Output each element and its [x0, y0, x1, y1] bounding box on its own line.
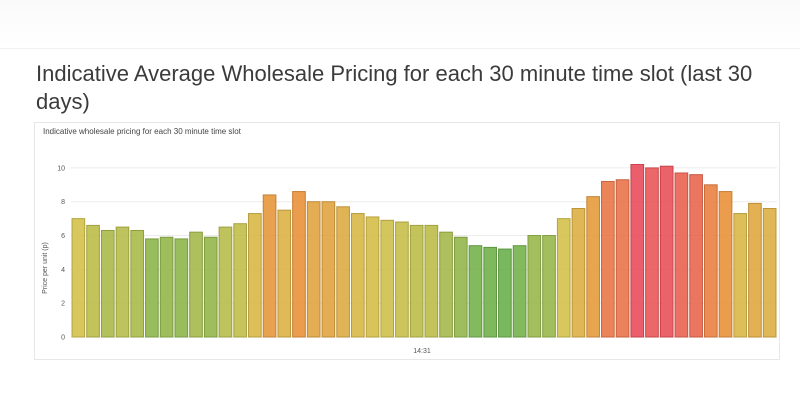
bar[interactable]: [248, 213, 262, 338]
bar[interactable]: [71, 218, 86, 338]
y-tick-label: 0: [61, 335, 65, 342]
bar[interactable]: [86, 224, 100, 338]
chart-title: Indicative wholesale pricing for each 30…: [43, 127, 241, 136]
bar[interactable]: [233, 223, 247, 338]
bar[interactable]: [689, 174, 703, 338]
y-axis-label: Price per unit (p): [42, 242, 49, 294]
bar[interactable]: [762, 207, 777, 338]
bar[interactable]: [571, 207, 586, 338]
bar[interactable]: [542, 235, 556, 338]
bar[interactable]: [586, 196, 600, 338]
bar[interactable]: [468, 245, 483, 338]
bar[interactable]: [424, 224, 439, 338]
y-tick-label: 2: [61, 301, 65, 308]
bar[interactable]: [630, 164, 645, 338]
bar[interactable]: [601, 180, 615, 338]
grid-lines: [71, 167, 777, 338]
bar[interactable]: [674, 172, 689, 338]
bar[interactable]: [556, 218, 571, 338]
x-axis-label: 14:31: [413, 348, 431, 355]
bar[interactable]: [659, 165, 674, 338]
bars: [71, 164, 777, 338]
bar[interactable]: [277, 209, 292, 338]
bar[interactable]: [115, 226, 130, 338]
y-tick-label: 10: [57, 165, 65, 172]
bar[interactable]: [174, 238, 189, 338]
bar[interactable]: [498, 248, 512, 338]
bar[interactable]: [395, 221, 409, 338]
bar-chart: 0 2 4 6 8 10 Price per unit (p) 14:31: [42, 164, 777, 355]
bar[interactable]: [645, 167, 659, 338]
y-tick-label: 6: [61, 233, 65, 240]
bar[interactable]: [512, 245, 527, 338]
bar[interactable]: [527, 235, 542, 338]
bar[interactable]: [748, 202, 762, 338]
bar[interactable]: [615, 179, 630, 338]
bar[interactable]: [203, 236, 218, 338]
page-title: Indicative Average Wholesale Pricing for…: [36, 61, 753, 114]
bar[interactable]: [321, 201, 336, 338]
bar[interactable]: [130, 229, 145, 338]
bar[interactable]: [189, 231, 203, 338]
y-tick-label: 4: [61, 267, 65, 274]
bar[interactable]: [453, 236, 468, 338]
bar[interactable]: [262, 194, 277, 338]
bar[interactable]: [718, 191, 733, 338]
y-axis-ticks: 0 2 4 6 8 10: [57, 165, 65, 341]
bar[interactable]: [733, 213, 748, 338]
bar[interactable]: [350, 213, 365, 338]
bar[interactable]: [218, 226, 233, 338]
bar[interactable]: [306, 201, 321, 338]
bar[interactable]: [365, 216, 380, 338]
bar[interactable]: [159, 236, 174, 338]
top-bar: [0, 0, 800, 49]
bar[interactable]: [145, 238, 159, 338]
bar[interactable]: [483, 246, 498, 338]
bar[interactable]: [409, 224, 424, 338]
y-tick-label: 8: [61, 199, 65, 206]
bar[interactable]: [336, 206, 350, 338]
bar[interactable]: [439, 231, 453, 338]
bar[interactable]: [292, 191, 306, 338]
bar[interactable]: [380, 219, 395, 338]
bar[interactable]: [100, 229, 115, 338]
chart-panel: Indicative wholesale pricing for each 30…: [34, 122, 780, 360]
bar[interactable]: [703, 184, 718, 338]
